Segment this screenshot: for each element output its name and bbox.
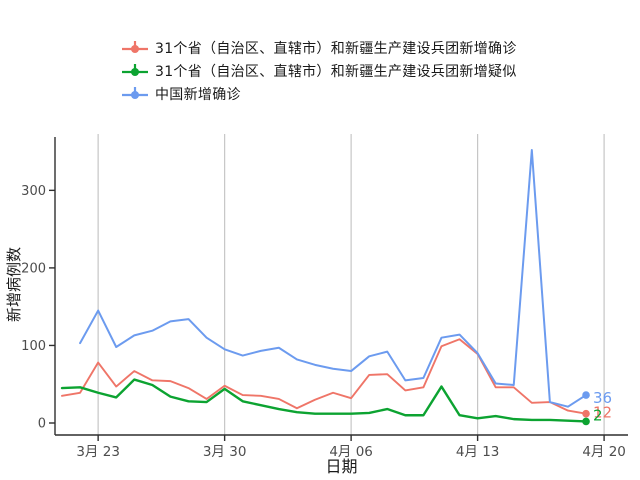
legend-key-icon xyxy=(122,86,148,99)
legend-label: 31个省（自治区、直辖市）和新疆生产建设兵团新增确诊 xyxy=(155,40,517,57)
legend-item-2: 31个省（自治区、直辖市）和新疆生产建设兵团新增疑似 xyxy=(121,59,517,82)
series-end-point-1 xyxy=(582,409,590,418)
y-axis-title: 新增病例数 xyxy=(5,247,23,322)
legend-label: 中国新增确诊 xyxy=(155,86,241,103)
series-end-label-2: 2 xyxy=(593,406,603,424)
legend-key-icon xyxy=(122,40,148,53)
x-tick-label: 3月 23 xyxy=(76,444,120,460)
x-tick-label: 4月 20 xyxy=(582,444,626,460)
series-line-1 xyxy=(61,338,587,415)
x-axis-title: 日期 xyxy=(325,457,357,476)
legend-item-3: 中国新增确诊 xyxy=(121,82,517,105)
chart-legend: 31个省（自治区、直辖市）和新疆生产建设兵团新增确诊 31个省（自治区、直辖市）和… xyxy=(121,36,517,105)
legend-item-1: 31个省（自治区、直辖市）和新疆生产建设兵团新增确诊 xyxy=(121,36,517,59)
y-tick-label: 100 xyxy=(21,339,46,354)
series-end-point-3 xyxy=(582,391,590,399)
series-line-2 xyxy=(60,378,588,423)
series-end-label-3: 36 xyxy=(593,389,612,407)
series-line-3 xyxy=(79,149,588,408)
x-tick-label: 4月 13 xyxy=(456,444,500,460)
x-tick-label: 3月 30 xyxy=(203,444,247,460)
y-tick-label: 200 xyxy=(21,261,46,276)
legend-label: 31个省（自治区、直辖市）和新疆生产建设兵团新增疑似 xyxy=(155,63,517,80)
legend-key-icon xyxy=(122,63,148,76)
series-end-point-2 xyxy=(582,417,590,426)
y-tick-label: 0 xyxy=(38,417,46,432)
y-tick-label: 300 xyxy=(21,184,46,199)
series-end-label-1: 12 xyxy=(593,404,612,422)
x-tick-label: 4月 06 xyxy=(329,444,373,460)
